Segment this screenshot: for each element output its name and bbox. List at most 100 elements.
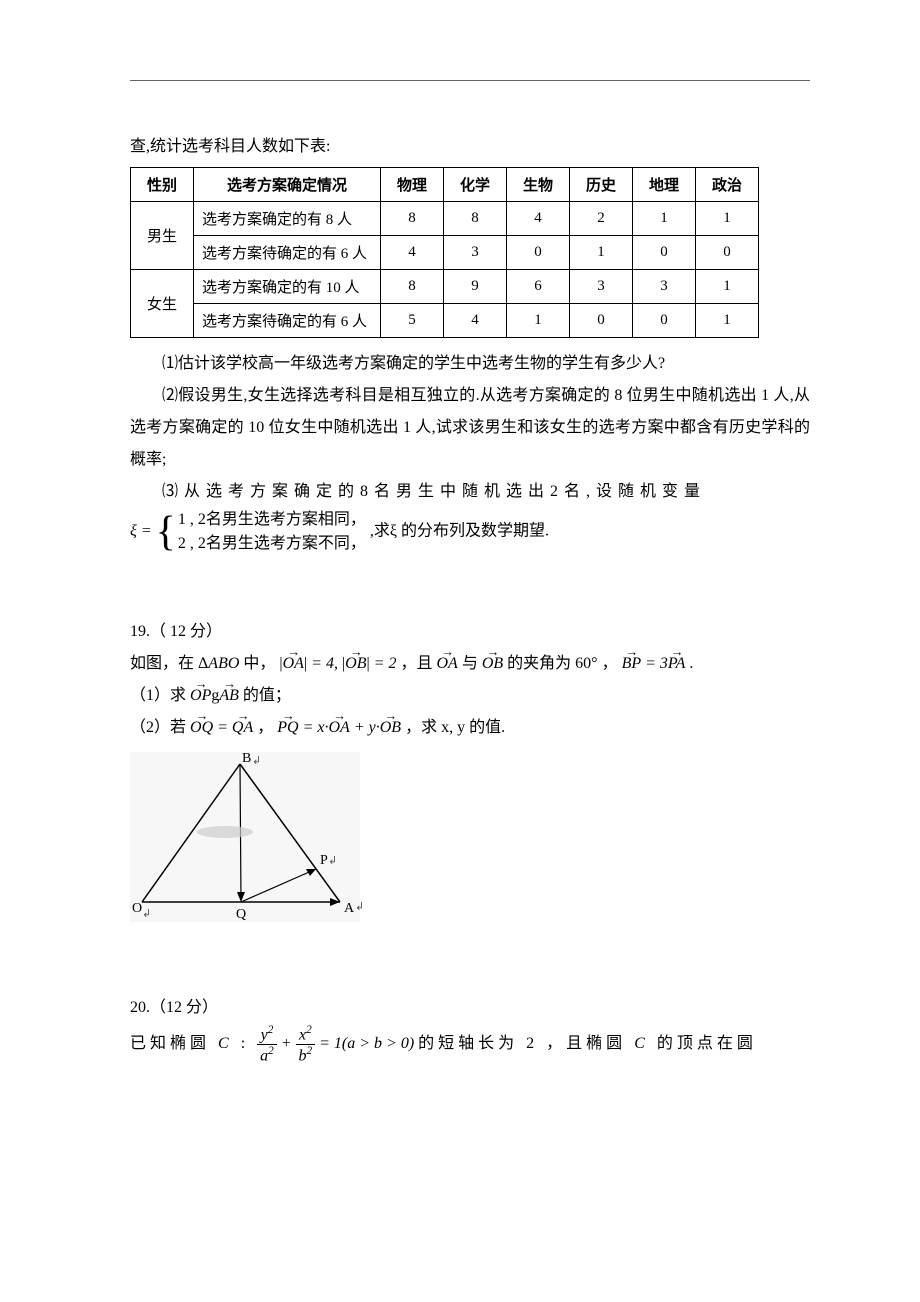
pq-eq: →PQ = x·→OA + y·→OB (277, 719, 405, 736)
q19-sub2: （2）若 →OQ = →QA ， →PQ = x·→OA + y·→OB ，求 … (130, 712, 810, 744)
left-brace-icon: { (156, 511, 176, 553)
abo: ABO (208, 655, 239, 672)
txt: . (689, 655, 693, 672)
cell-val: 9 (444, 270, 507, 304)
txt: ，且 (400, 655, 436, 672)
label-p: P (320, 853, 328, 868)
piecewise: { 1 , 2名男生选考方案相同， 2 , 2名男生选考方案不同， (156, 508, 366, 556)
cell-val: 1 (570, 236, 633, 270)
cell-plan: 选考方案待确定的有 6 人 (194, 304, 381, 338)
c-label-2: C (634, 1035, 649, 1052)
cell-val: 8 (444, 202, 507, 236)
vec-ob: →OB (482, 648, 503, 680)
cell-val: 5 (381, 304, 444, 338)
op-dot-ab: →OPg→AB (190, 687, 243, 704)
th-subject: 历史 (570, 168, 633, 202)
cell-val: 1 (696, 304, 759, 338)
cell-plan: 选考方案确定的有 10 人 (194, 270, 381, 304)
th-subject: 生物 (507, 168, 570, 202)
cell-val: 0 (696, 236, 759, 270)
cell-gender: 男生 (131, 202, 194, 270)
intro-line: 查,统计选考科目人数如下表: (130, 131, 810, 163)
cell-val: 3 (444, 236, 507, 270)
return-glyph: ↲ (252, 755, 261, 767)
table-row: 选考方案待确定的有 6 人 5 4 1 0 0 1 (131, 304, 759, 338)
txt: 与 (462, 655, 482, 672)
vec-oa: →OA (437, 648, 458, 680)
triangle-diagram: O A B P Q ↲ ↲ ↲ ↲ (130, 752, 810, 932)
q-part-1: ⑴估计该学校高一年级选考方案确定的学生中选考生物的学生有多少人? (130, 348, 810, 380)
page: 查,统计选考科目人数如下表: 性别 选考方案确定情况 物理 化学 生物 历史 地… (0, 0, 920, 1302)
th-plan: 选考方案确定情况 (194, 168, 381, 202)
q-part-3-tail: ,求ξ 的分布列及数学期望. (370, 523, 549, 540)
ellipse-eq: y2a2 + x2b2 = 1(a > b > 0) (257, 1035, 418, 1052)
q20-line: 已知椭圆 C : y2a2 + x2b2 = 1(a > b > 0) 的短轴长… (130, 1024, 810, 1065)
cell-val: 8 (381, 270, 444, 304)
cell-val: 4 (444, 304, 507, 338)
q-part-2: ⑵假设男生,女生选择选考科目是相互独立的.从选考方案确定的 8 位男生中随机选出… (130, 380, 810, 476)
return-glyph: ↲ (142, 908, 151, 920)
table-header-row: 性别 选考方案确定情况 物理 化学 生物 历史 地理 政治 (131, 168, 759, 202)
th-subject: 物理 (381, 168, 444, 202)
cell-val: 1 (507, 304, 570, 338)
label-a: A (344, 901, 355, 916)
return-glyph: ↲ (328, 855, 337, 867)
txt: 的夹角为 60° ， (507, 655, 617, 672)
oq-eq-qa: →OQ = →QA (190, 719, 257, 736)
q19-title: 19.（ 12 分） (130, 616, 810, 648)
label-o: O (132, 901, 142, 916)
q-part-3-eq: ξ = { 1 , 2名男生选考方案相同， 2 , 2名男生选考方案不同， ,求… (130, 508, 810, 556)
table-row: 选考方案待确定的有 6 人 4 3 0 1 0 0 (131, 236, 759, 270)
label-b: B (242, 752, 251, 766)
label-q: Q (236, 907, 246, 922)
diagram-bg (130, 752, 360, 922)
cell-val: 6 (507, 270, 570, 304)
th-subject: 政治 (696, 168, 759, 202)
cell-gender: 女生 (131, 270, 194, 338)
case-2: 2 , 2名男生选考方案不同， (178, 535, 366, 552)
cell-val: 2 (570, 202, 633, 236)
th-subject: 化学 (444, 168, 507, 202)
triangle-svg: O A B P Q ↲ ↲ ↲ ↲ (130, 752, 370, 927)
txt: 的值； (243, 687, 291, 704)
txt: （2）若 (130, 719, 190, 736)
cell-val: 3 (570, 270, 633, 304)
txt: ，求 x, y 的值. (405, 719, 505, 736)
table-row: 男生 选考方案确定的有 8 人 8 8 4 2 1 1 (131, 202, 759, 236)
q20-title: 20.（12 分） (130, 992, 810, 1024)
subject-table: 性别 选考方案确定情况 物理 化学 生物 历史 地理 政治 男生 选考方案确定的… (130, 167, 759, 338)
cell-val: 3 (633, 270, 696, 304)
txt: （1）求 (130, 687, 190, 704)
cell-val: 0 (507, 236, 570, 270)
cell-val: 4 (381, 236, 444, 270)
cell-val: 0 (633, 236, 696, 270)
cell-val: 1 (696, 270, 759, 304)
th-subject: 地理 (633, 168, 696, 202)
table-row: 女生 选考方案确定的有 10 人 8 9 6 3 3 1 (131, 270, 759, 304)
question-19: 19.（ 12 分） 如图，在 ΔABO 中， |→OA| = 4, |→OB|… (130, 616, 810, 932)
return-glyph: ↲ (355, 901, 364, 913)
txt: 的短轴长为 2 ，且椭圆 (418, 1035, 634, 1052)
case-1: 1 , 2名男生选考方案相同， (178, 511, 366, 528)
xi-symbol: ξ = (130, 523, 152, 540)
oa-ob-abs: |→OA| = 4, |→OB| = 2 (279, 655, 400, 672)
q-part-3-lead: ⑶从选考方案确定的8名男生中随机选出2名,设随机变量 (130, 476, 810, 508)
th-gender: 性别 (131, 168, 194, 202)
txt: 已知椭圆 (130, 1035, 210, 1052)
cell-val: 1 (696, 202, 759, 236)
highlight-ellipse (197, 826, 253, 838)
top-rule (130, 80, 810, 81)
c-label: C (218, 1035, 233, 1052)
cell-val: 1 (633, 202, 696, 236)
cell-val: 0 (570, 304, 633, 338)
cell-val: 0 (633, 304, 696, 338)
cell-plan: 选考方案待确定的有 6 人 (194, 236, 381, 270)
cell-val: 4 (507, 202, 570, 236)
txt: 的顶点在圆 (657, 1035, 757, 1052)
txt: 中， (239, 655, 275, 672)
txt: ， (257, 719, 277, 736)
colon: : (241, 1035, 249, 1052)
cell-plan: 选考方案确定的有 8 人 (194, 202, 381, 236)
cell-val: 8 (381, 202, 444, 236)
txt: 如图，在 Δ (130, 655, 208, 672)
